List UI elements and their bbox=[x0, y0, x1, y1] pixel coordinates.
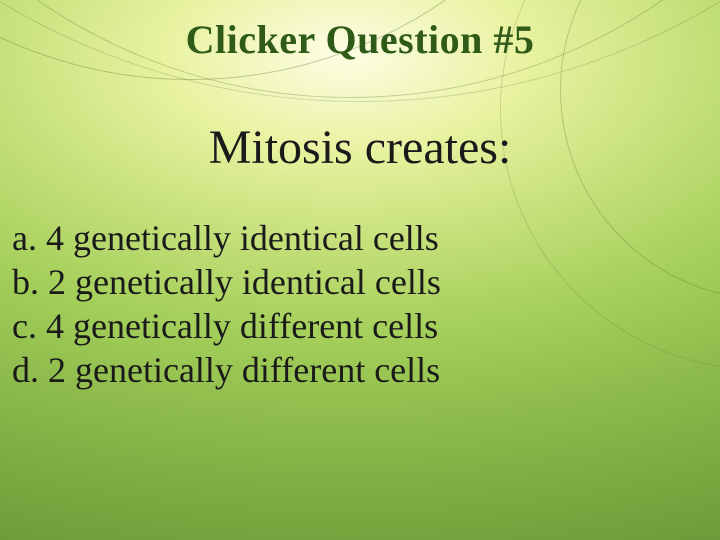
option-label: c. bbox=[12, 306, 37, 346]
option-c: c. 4 genetically different cells bbox=[12, 304, 441, 348]
option-text: 4 genetically different cells bbox=[46, 306, 438, 346]
option-b: b. 2 genetically identical cells bbox=[12, 260, 441, 304]
option-label: d. bbox=[12, 350, 39, 390]
option-text: 4 genetically identical cells bbox=[46, 218, 439, 258]
answer-options: a. 4 genetically identical cells b. 2 ge… bbox=[12, 216, 441, 392]
option-text: 2 genetically identical cells bbox=[48, 262, 441, 302]
slide-title: Clicker Question #5 bbox=[0, 16, 720, 63]
option-label: a. bbox=[12, 218, 37, 258]
option-text: 2 genetically different cells bbox=[48, 350, 440, 390]
option-a: a. 4 genetically identical cells bbox=[12, 216, 441, 260]
option-label: b. bbox=[12, 262, 39, 302]
slide: Clicker Question #5 Mitosis creates: a. … bbox=[0, 0, 720, 540]
question-text: Mitosis creates: bbox=[0, 120, 720, 175]
option-d: d. 2 genetically different cells bbox=[12, 348, 441, 392]
